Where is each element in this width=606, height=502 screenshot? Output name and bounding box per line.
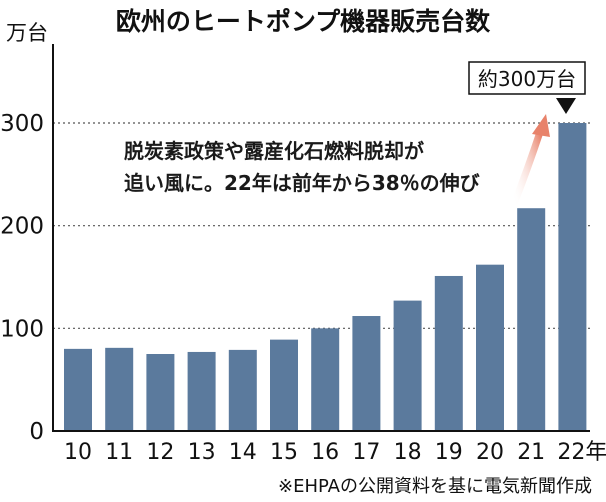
x-tick-label: 15 [270,440,298,465]
bar-10 [64,348,92,431]
x-tick-label: 11 [105,440,133,465]
annotation-line-2: 追い風に。22年は前年から38％の伸び [124,171,481,195]
bar-22年 [558,123,587,431]
y-tick-label: 0 [29,419,44,445]
x-tick-label: 14 [229,440,257,465]
bar-15 [270,339,298,431]
bar-13 [187,351,216,431]
x-tick-label: 16 [311,440,339,465]
y-axis-unit-label: 万台 [6,21,48,45]
bar-14 [228,349,257,431]
bar-18 [393,300,422,431]
x-tick-labels: 10 11 12 13 14 15 16 17 18 19 20 21 22年 [64,440,606,465]
y-tick-label: 200 [0,214,44,240]
bar-17 [352,316,381,431]
callout-label: 約300万台 [478,67,576,91]
x-tick-label: 20 [476,440,504,465]
x-tick-label: 22年 [557,440,606,465]
x-tick-label: 17 [352,440,380,465]
x-tick-label: 10 [64,440,92,465]
y-tick-label: 300 [0,111,44,137]
x-tick-label: 21 [517,440,545,465]
y-tick-labels: 0 100 200 300 [0,111,44,445]
trend-arrow-head [532,114,550,137]
callout-box [468,61,586,95]
y-tick-label: 100 [0,316,44,342]
x-tick-label: 12 [146,440,174,465]
source-note: ※EHPAの公開資料を基に電気新聞作成 [278,476,592,497]
callout-pointer-icon [556,98,576,114]
bar-21 [517,208,546,431]
x-tick-label: 18 [394,440,422,465]
x-tick-label: 13 [188,440,216,465]
x-tick-label: 19 [435,440,463,465]
trend-arrow-shaft [510,128,544,208]
bar-16 [311,328,340,431]
bar-11 [105,347,134,431]
bar-20 [476,264,504,431]
annotation-line-1: 脱炭素政策や露産化石燃料脱却が [124,139,424,163]
bar-19 [434,275,463,431]
bar-12 [146,354,175,431]
bar-series [64,123,587,431]
chart-title: 欧州のヒートポンプ機器販売台数 [116,7,491,36]
